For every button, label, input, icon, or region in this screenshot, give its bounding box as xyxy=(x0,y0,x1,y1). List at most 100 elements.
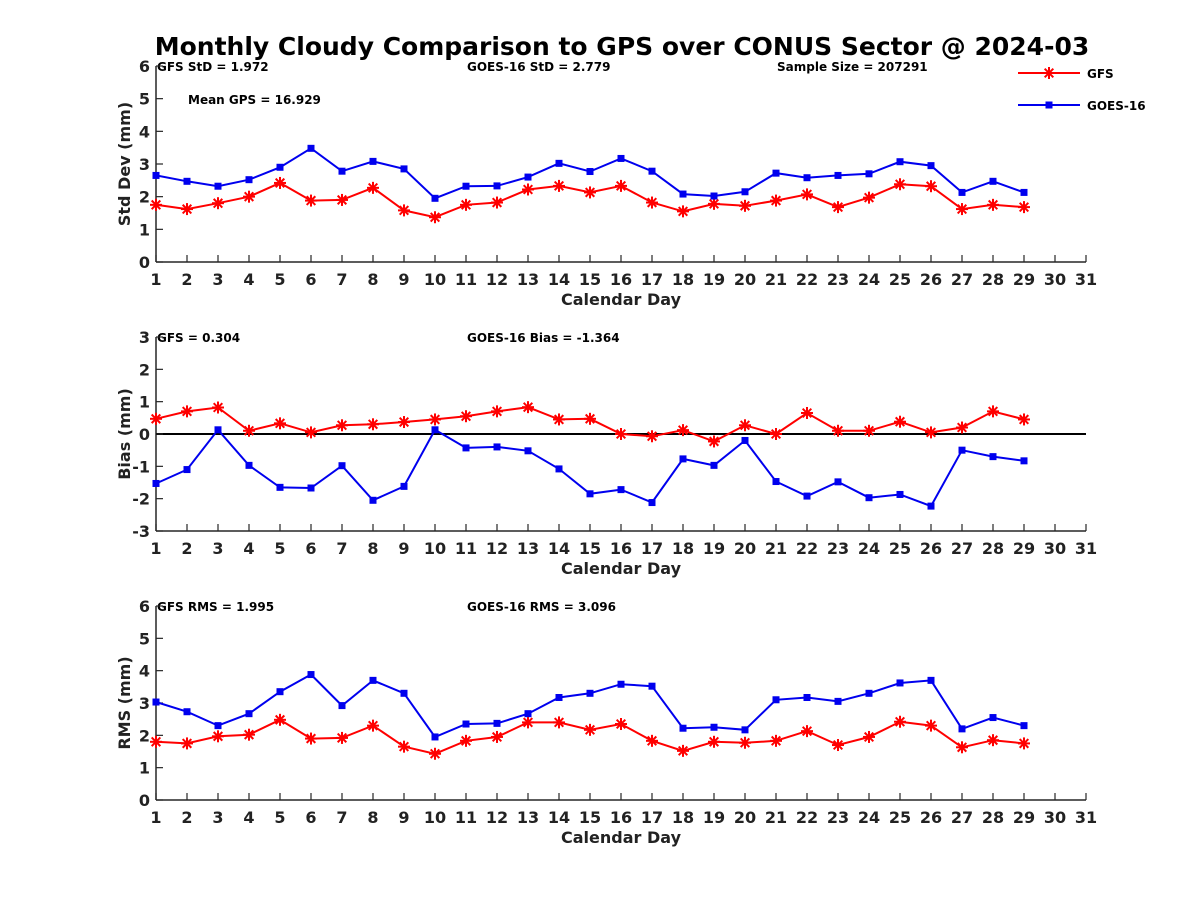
x-tick-label: 26 xyxy=(920,270,942,289)
x-tick-label: 20 xyxy=(734,270,756,289)
figure-title: Monthly Cloudy Comparison to GPS over CO… xyxy=(155,32,1090,61)
x-tick-label: 27 xyxy=(951,539,973,558)
goes16-point xyxy=(772,169,780,177)
gfs-point xyxy=(212,730,224,743)
gfs-std-annotation: GFS StD = 1.972 xyxy=(157,60,269,74)
goes16-point xyxy=(927,502,935,510)
x-tick-label: 30 xyxy=(1044,270,1066,289)
gfs-point xyxy=(305,732,317,745)
x-tick-label: 14 xyxy=(548,808,570,827)
y-tick-label: 0 xyxy=(139,253,150,272)
y-tick-label: -2 xyxy=(132,490,150,509)
x-tick-label: 18 xyxy=(672,270,694,289)
goes16-point xyxy=(307,671,315,679)
y-tick-label: 6 xyxy=(139,57,150,76)
x-tick-label: 13 xyxy=(517,808,539,827)
goes16-point xyxy=(431,733,439,741)
x-tick-label: 14 xyxy=(548,539,570,558)
x-tick-label: 24 xyxy=(858,539,880,558)
gfs-point xyxy=(770,194,782,207)
goes16-point xyxy=(989,177,997,185)
x-tick-label: 29 xyxy=(1013,808,1035,827)
goes16-point xyxy=(617,486,625,494)
goes16-point xyxy=(152,698,160,706)
x-tick-label: 17 xyxy=(641,539,663,558)
goes16-point xyxy=(555,694,563,702)
x-tick-label: 10 xyxy=(424,539,446,558)
goes16-point xyxy=(896,679,904,687)
x-tick-label: 2 xyxy=(181,539,192,558)
x-tick-label: 19 xyxy=(703,270,725,289)
x-tick-label: 12 xyxy=(486,808,508,827)
goes16-point xyxy=(710,192,718,200)
goes16-point xyxy=(524,710,532,718)
gfs-point xyxy=(739,419,751,432)
x-tick-label: 3 xyxy=(212,808,223,827)
y-tick-label: 2 xyxy=(139,188,150,207)
goes16-point xyxy=(183,177,191,185)
gfs-rms-annotation: GFS RMS = 1.995 xyxy=(157,600,274,614)
x-tick-label: 4 xyxy=(243,270,254,289)
x-tick-label: 6 xyxy=(305,539,316,558)
x-tick-label: 13 xyxy=(517,539,539,558)
gfs-point xyxy=(894,178,906,191)
gfs-point xyxy=(615,179,627,192)
gfs-point xyxy=(801,406,813,419)
goes16-point xyxy=(958,725,966,733)
x-tick-label: 18 xyxy=(672,539,694,558)
x-tick-label: 8 xyxy=(367,539,378,558)
y-tick-label: 6 xyxy=(139,597,150,616)
gfs-point xyxy=(243,424,255,437)
gfs-point xyxy=(1018,413,1030,426)
gfs-point xyxy=(212,401,224,414)
gfs-point xyxy=(739,199,751,212)
goes16-point xyxy=(772,696,780,704)
goes16-point xyxy=(803,492,811,500)
gfs-point xyxy=(243,190,255,203)
y-tick-label: 0 xyxy=(139,425,150,444)
gfs-point xyxy=(553,179,565,192)
x-tick-label: 30 xyxy=(1044,808,1066,827)
goes16-point xyxy=(803,174,811,182)
goes16-point xyxy=(152,479,160,487)
x-tick-label: 15 xyxy=(579,808,601,827)
goes16-point xyxy=(307,144,315,152)
x-tick-label: 17 xyxy=(641,270,663,289)
x-tick-label: 7 xyxy=(336,808,347,827)
gfs-point xyxy=(925,180,937,193)
gfs-point xyxy=(398,416,410,429)
goes16-point xyxy=(214,722,222,730)
sample-size-annotation: Sample Size = 207291 xyxy=(777,60,928,74)
goes16-point xyxy=(772,478,780,486)
gfs-point xyxy=(1018,737,1030,750)
gfs-point xyxy=(336,193,348,206)
gfs-point xyxy=(646,430,658,443)
gfs-point xyxy=(584,186,596,199)
gfs-bias-annotation: GFS = 0.304 xyxy=(157,331,240,345)
gfs-point xyxy=(367,418,379,431)
x-tick-label: 1 xyxy=(150,270,161,289)
y-tick-label: 2 xyxy=(139,360,150,379)
x-tick-label: 2 xyxy=(181,270,192,289)
goes16-point xyxy=(710,723,718,731)
goes16-point xyxy=(586,490,594,498)
gfs-point xyxy=(212,197,224,210)
x-tick-label: 26 xyxy=(920,808,942,827)
goes16-point xyxy=(524,173,532,181)
x-tick-label: 24 xyxy=(858,270,880,289)
goes16-point xyxy=(555,159,563,167)
gfs-point xyxy=(677,205,689,218)
goes16-point xyxy=(338,702,346,710)
goes16-point xyxy=(493,719,501,727)
x-tick-label: 18 xyxy=(672,808,694,827)
x-tick-label: 23 xyxy=(827,270,849,289)
goes16-point xyxy=(369,676,377,684)
x-tick-label: 3 xyxy=(212,270,223,289)
x-tick-label: 22 xyxy=(796,808,818,827)
x-tick-label: 22 xyxy=(796,270,818,289)
goes16-legend-marker xyxy=(1045,101,1053,109)
gfs-point xyxy=(491,196,503,209)
gfs-point xyxy=(770,734,782,747)
x-tick-label: 7 xyxy=(336,270,347,289)
goes16-point xyxy=(400,482,408,490)
